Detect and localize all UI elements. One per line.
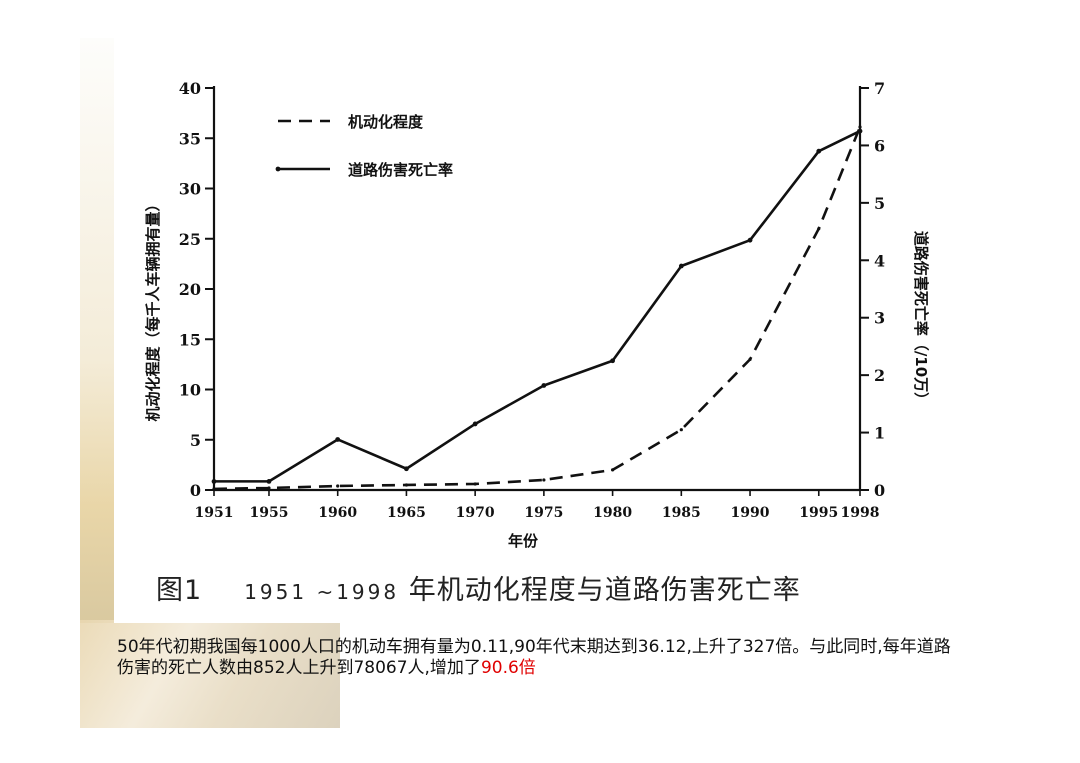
figure-caption: 图1 1951 ~1998 年机动化程度与道路伤害死亡率 xyxy=(156,568,801,607)
series-1-point xyxy=(336,484,340,488)
y-right-tick-label: 7 xyxy=(874,79,885,98)
x-tick-label: 1955 xyxy=(249,505,288,521)
series-2-point xyxy=(472,421,478,427)
y-right-tick-label: 4 xyxy=(874,251,885,270)
x-tick-label: 1980 xyxy=(593,505,632,521)
series-1-point xyxy=(542,478,546,482)
y-right-axis-label: 道路伤害死亡率（/10万） xyxy=(912,231,930,407)
x-tick-label: 1990 xyxy=(731,505,770,521)
series-2-point xyxy=(211,478,217,484)
x-tick-label: 1995 xyxy=(799,505,838,521)
y-right-tick-label: 0 xyxy=(874,481,885,500)
caption-years: 1951 ~1998 xyxy=(244,580,400,604)
series-2-point xyxy=(610,358,615,364)
legend-solid-marker xyxy=(275,166,281,172)
caption-figure-number: 图1 xyxy=(156,575,203,606)
y-left-tick-label: 40 xyxy=(179,79,201,98)
y-left-tick-label: 15 xyxy=(179,330,201,349)
series-2-point xyxy=(335,437,341,442)
y-left-tick-label: 20 xyxy=(179,280,201,299)
x-tick-label: 1998 xyxy=(841,505,880,521)
x-tick-label: 1985 xyxy=(662,505,701,521)
y-left-tick-label: 0 xyxy=(190,481,201,500)
x-tick-label: 1951 xyxy=(195,505,234,521)
series-2-point xyxy=(541,383,547,388)
series-1-point xyxy=(858,125,862,129)
series-2-point xyxy=(816,148,822,154)
background-photo xyxy=(80,620,340,728)
series-1-point xyxy=(404,483,409,487)
y-right-tick-label: 2 xyxy=(874,366,885,385)
series-2-point xyxy=(678,263,684,269)
x-tick-label: 1970 xyxy=(456,505,495,521)
y-left-tick-label: 5 xyxy=(190,431,201,450)
y-left-tick-label: 25 xyxy=(179,230,201,249)
series-2-point xyxy=(266,478,272,484)
chart-panel: 0 5 10 15 20 25 30 35 40 0 1 2 3 4 5 6 7 1951 1955 1960 1965… xyxy=(114,38,1000,623)
x-axis-label: 年份 xyxy=(508,532,539,550)
body-paragraph: 50年代初期我国每1000人口的机动车拥有量为0.11,90年代末期达到36.1… xyxy=(117,637,967,679)
x-tick-label: 1960 xyxy=(318,505,357,521)
y-right-tick-label: 1 xyxy=(874,424,885,443)
series-2-point xyxy=(747,237,753,243)
legend-label-2: 道路伤害死亡率 xyxy=(348,161,453,179)
y-right-tick-label: 3 xyxy=(874,309,885,328)
series-1-point xyxy=(267,486,271,490)
legend-label-1: 机动化程度 xyxy=(348,113,424,131)
series-line-1 xyxy=(213,126,862,491)
series-1-point xyxy=(610,468,615,472)
series-2-point xyxy=(857,128,863,134)
series-1-point xyxy=(473,482,477,486)
series-1-point xyxy=(748,357,752,361)
y-left-tick-label: 30 xyxy=(179,180,201,199)
body-text: 50年代初期我国每1000人口的机动车拥有量为0.11,90年代末期达到36.1… xyxy=(117,637,951,678)
x-tick-label: 1975 xyxy=(524,505,563,521)
y-right-tick-label: 5 xyxy=(874,194,885,213)
highlight-text: 90.6倍 xyxy=(480,658,536,678)
x-tick-label: 1965 xyxy=(387,505,426,521)
caption-title: 年机动化程度与道路伤害死亡率 xyxy=(408,575,801,606)
y-left-tick-label: 10 xyxy=(179,381,201,400)
y-left-axis-label: 机动化程度（每千人车辆拥有量） xyxy=(144,196,162,421)
series-1-point xyxy=(679,428,683,432)
y-left-tick-label: 35 xyxy=(179,129,201,148)
series-2-point xyxy=(404,466,409,472)
series-1-point xyxy=(212,487,216,491)
series-line-2 xyxy=(214,129,861,483)
background-decoration xyxy=(80,38,114,623)
y-right-tick-label: 6 xyxy=(874,136,885,155)
line-chart: 0 5 10 15 20 25 30 35 40 0 1 2 3 4 5 6 7 1951 1955 1960 1965… xyxy=(144,79,930,550)
series-1-point xyxy=(817,227,821,231)
